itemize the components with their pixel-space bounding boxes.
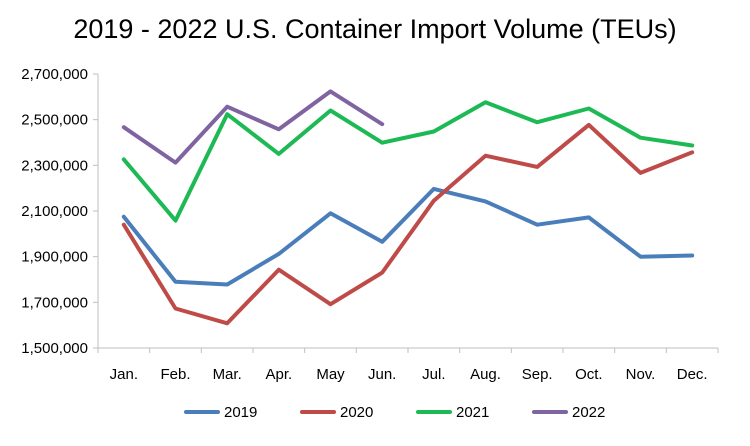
- x-axis: Jan. Feb. Mar. Apr. May Jun. Jul. Aug. Sep. Oct. N…: [97, 348, 719, 383]
- x-tick-label: Sep.: [522, 366, 553, 383]
- x-tick-label: Dec.: [677, 366, 708, 383]
- x-tick-label: Jul.: [422, 366, 445, 383]
- y-tick-label: 1,900,000: [21, 249, 88, 266]
- x-tick-label: Jan.: [110, 366, 138, 383]
- series-line-2020: [121, 122, 695, 326]
- legend-label-2022: 2022: [572, 404, 605, 421]
- series-line-2019: [121, 186, 695, 287]
- y-tick-label: 1,500,000: [21, 340, 88, 357]
- y-tick-label: 2,700,000: [21, 66, 88, 83]
- y-tick-label: 2,500,000: [21, 112, 88, 129]
- legend-label-2021: 2021: [456, 404, 489, 421]
- x-tick-label: Feb.: [160, 366, 190, 383]
- x-tick-label: Aug.: [470, 366, 501, 383]
- legend-label-2019: 2019: [224, 404, 257, 421]
- legend-label-2020: 2020: [340, 404, 373, 421]
- x-tick-label: Oct.: [575, 366, 603, 383]
- series-lines: [121, 89, 695, 326]
- y-tick-label: 2,100,000: [21, 203, 88, 220]
- x-tick-label: Nov.: [626, 366, 656, 383]
- legend: 2019 2020 2021 2022: [184, 404, 605, 421]
- series-line-2021: [121, 100, 695, 223]
- series-line-2022: [121, 89, 385, 165]
- x-tick-label: Apr.: [265, 366, 292, 383]
- y-axis: 1,500,000 1,700,000 1,900,000 2,100,000 2,30…: [21, 66, 98, 357]
- y-tick-label: 2,300,000: [21, 157, 88, 174]
- x-tick-label: Mar.: [213, 366, 242, 383]
- y-tick-label: 1,700,000: [21, 294, 88, 311]
- chart-title: 2019 - 2022 U.S. Container Import Volume…: [73, 14, 677, 44]
- x-tick-label: Jun.: [368, 366, 396, 383]
- x-tick-label: May: [316, 366, 345, 383]
